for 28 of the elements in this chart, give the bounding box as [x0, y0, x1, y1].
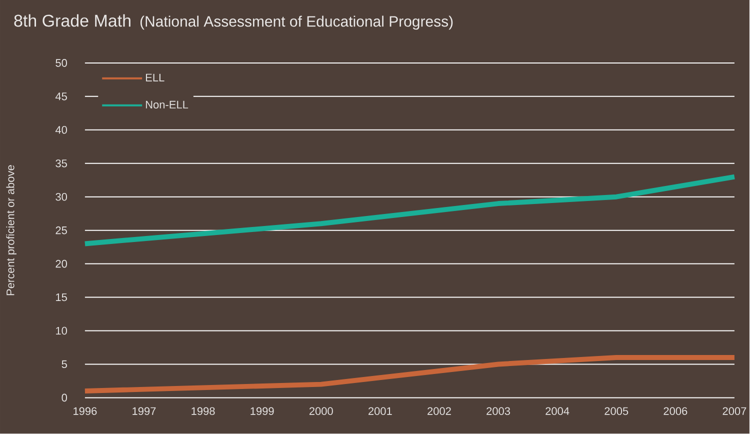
x-tick-label: 2002: [428, 407, 451, 416]
chart-title: 8th Grade Math: [14, 14, 130, 27]
y-axis-title: Percent proficient or above: [6, 165, 16, 296]
y-tick-label: 15: [56, 294, 67, 302]
x-tick-label: 2001: [368, 407, 392, 416]
x-tick-label: 1996: [74, 407, 97, 416]
y-tick-label: 5: [62, 360, 67, 368]
chart-subtitle: (National Assessment of Educational Progress): [140, 16, 453, 30]
legend-label: ELL: [146, 74, 164, 82]
x-tick-label: 2000: [309, 407, 333, 416]
y-tick-label: 45: [55, 92, 67, 100]
y-tick-label: 25: [56, 226, 67, 234]
y-tick-label: 35: [56, 160, 67, 168]
x-tick-label: 1997: [132, 407, 156, 416]
legend-label: Non-ELL: [146, 101, 188, 109]
y-tick-label: 30: [56, 193, 68, 201]
x-tick-label: 2006: [664, 407, 688, 416]
y-tick-label: 50: [56, 59, 68, 68]
x-tick-label: 2003: [486, 407, 510, 416]
x-tick-label: 2004: [546, 407, 570, 416]
y-tick-label: 10: [56, 327, 68, 335]
y-tick-label: 0: [62, 394, 68, 402]
x-tick-label: 1998: [192, 407, 215, 416]
x-tick-label: 1999: [250, 407, 274, 416]
y-tick-label: 20: [56, 260, 68, 268]
x-tick-label: 2007: [722, 407, 746, 416]
y-tick-label: 40: [55, 126, 68, 134]
x-tick-label: 2005: [604, 407, 628, 416]
